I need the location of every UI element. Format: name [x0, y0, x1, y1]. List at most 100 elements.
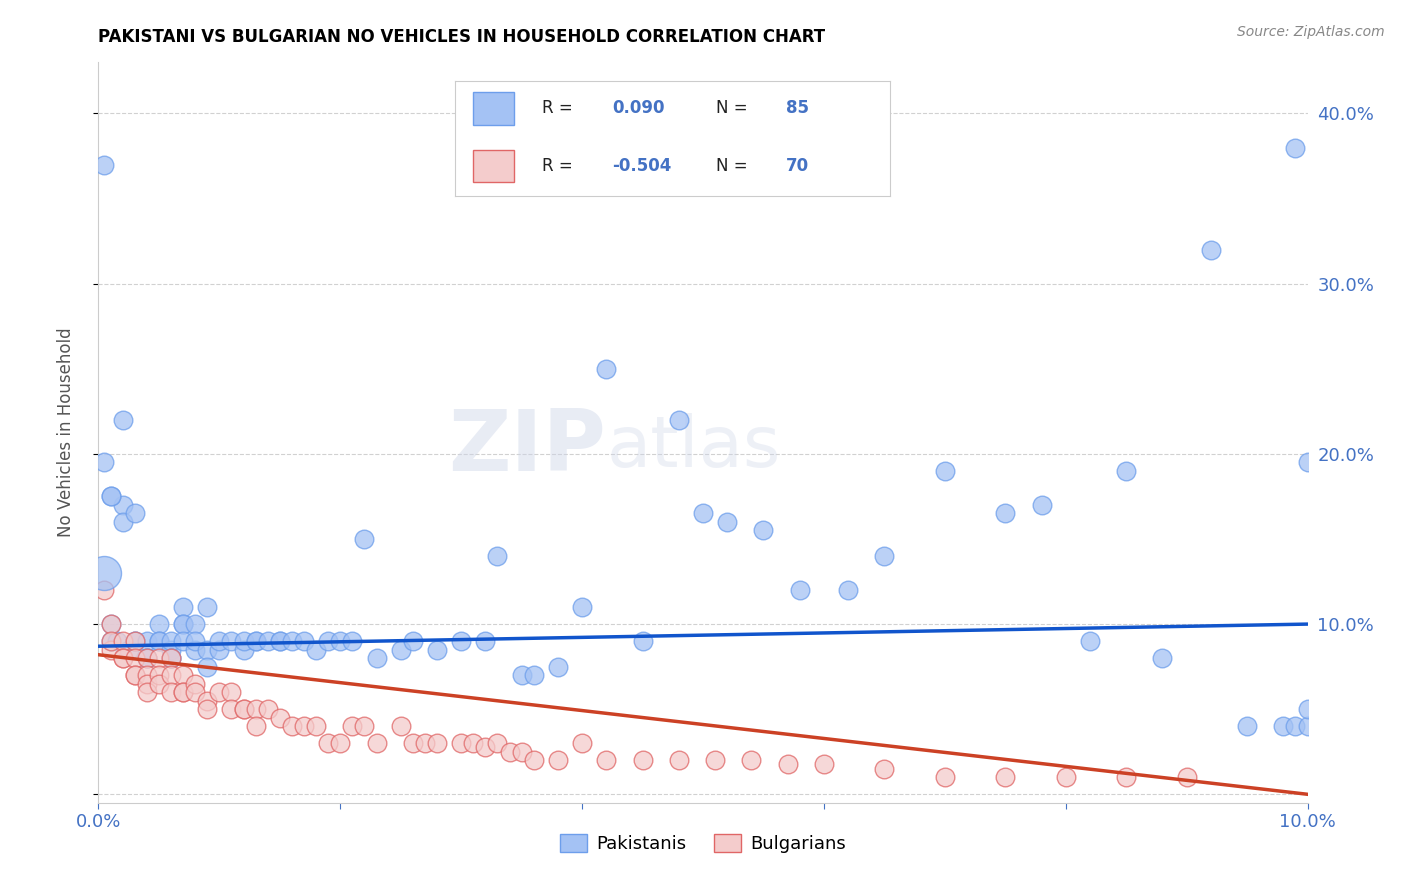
Point: [111, 515, 134, 529]
Point: [474, 634, 496, 648]
Point: [366, 651, 388, 665]
Point: [208, 685, 231, 699]
Point: [172, 617, 194, 632]
Point: [571, 600, 593, 615]
Point: [148, 617, 170, 632]
Point: [1115, 770, 1137, 784]
Point: [486, 549, 509, 563]
Point: [184, 676, 207, 690]
Point: [184, 642, 207, 657]
Point: [93, 566, 115, 580]
Point: [668, 753, 690, 767]
Point: [595, 753, 617, 767]
Point: [148, 634, 170, 648]
Point: [631, 634, 654, 648]
Point: [100, 642, 122, 657]
Point: [1296, 719, 1319, 733]
Point: [160, 668, 183, 682]
Point: [135, 634, 157, 648]
Point: [1284, 140, 1306, 154]
Point: [172, 617, 194, 632]
Point: [329, 634, 352, 648]
Point: [1152, 651, 1174, 665]
Point: [111, 498, 134, 512]
Point: [100, 617, 122, 632]
Point: [135, 676, 157, 690]
Point: [523, 668, 546, 682]
Point: [245, 702, 267, 716]
Point: [305, 719, 328, 733]
Point: [184, 634, 207, 648]
Point: [184, 685, 207, 699]
Point: [160, 685, 183, 699]
Point: [148, 668, 170, 682]
Point: [281, 719, 304, 733]
Point: [172, 685, 194, 699]
Point: [93, 455, 115, 469]
Point: [353, 532, 375, 546]
Point: [1272, 719, 1295, 733]
Point: [595, 361, 617, 376]
Point: [160, 651, 183, 665]
Point: [547, 659, 569, 673]
Point: [316, 634, 339, 648]
Point: [232, 634, 254, 648]
Point: [118, 642, 141, 657]
Point: [450, 634, 472, 648]
Point: [281, 634, 304, 648]
Text: PAKISTANI VS BULGARIAN NO VEHICLES IN HOUSEHOLD CORRELATION CHART: PAKISTANI VS BULGARIAN NO VEHICLES IN HO…: [98, 28, 825, 45]
Point: [232, 702, 254, 716]
Point: [172, 685, 194, 699]
Point: [1054, 770, 1077, 784]
Point: [269, 634, 291, 648]
Point: [1078, 634, 1101, 648]
Point: [934, 770, 956, 784]
Point: [172, 600, 194, 615]
Point: [1115, 464, 1137, 478]
Point: [292, 719, 315, 733]
Point: [160, 642, 183, 657]
Point: [93, 582, 115, 597]
Point: [498, 745, 520, 759]
Point: [105, 634, 128, 648]
Point: [245, 634, 267, 648]
Point: [124, 634, 146, 648]
Point: [837, 582, 859, 597]
Point: [776, 756, 799, 771]
Point: [124, 634, 146, 648]
Point: [873, 549, 896, 563]
Point: [93, 157, 115, 171]
Point: [184, 617, 207, 632]
Point: [208, 642, 231, 657]
Point: [474, 739, 496, 754]
Point: [135, 651, 157, 665]
Point: [256, 634, 278, 648]
Point: [316, 736, 339, 750]
Point: [305, 642, 328, 657]
Point: [571, 736, 593, 750]
Point: [135, 651, 157, 665]
Point: [510, 745, 533, 759]
Point: [160, 651, 183, 665]
Point: [135, 668, 157, 682]
Point: [1175, 770, 1198, 784]
Point: [195, 702, 218, 716]
Point: [221, 702, 243, 716]
Text: ZIP: ZIP: [449, 406, 606, 489]
Point: [245, 634, 267, 648]
Point: [813, 756, 835, 771]
Text: atlas: atlas: [606, 413, 780, 482]
Point: [232, 642, 254, 657]
Point: [160, 634, 183, 648]
Point: [160, 651, 183, 665]
Point: [1296, 455, 1319, 469]
Point: [124, 507, 146, 521]
Point: [450, 736, 472, 750]
Point: [329, 736, 352, 750]
Point: [111, 651, 134, 665]
Point: [523, 753, 546, 767]
Point: [704, 753, 727, 767]
Point: [547, 753, 569, 767]
Point: [124, 634, 146, 648]
Point: [195, 694, 218, 708]
